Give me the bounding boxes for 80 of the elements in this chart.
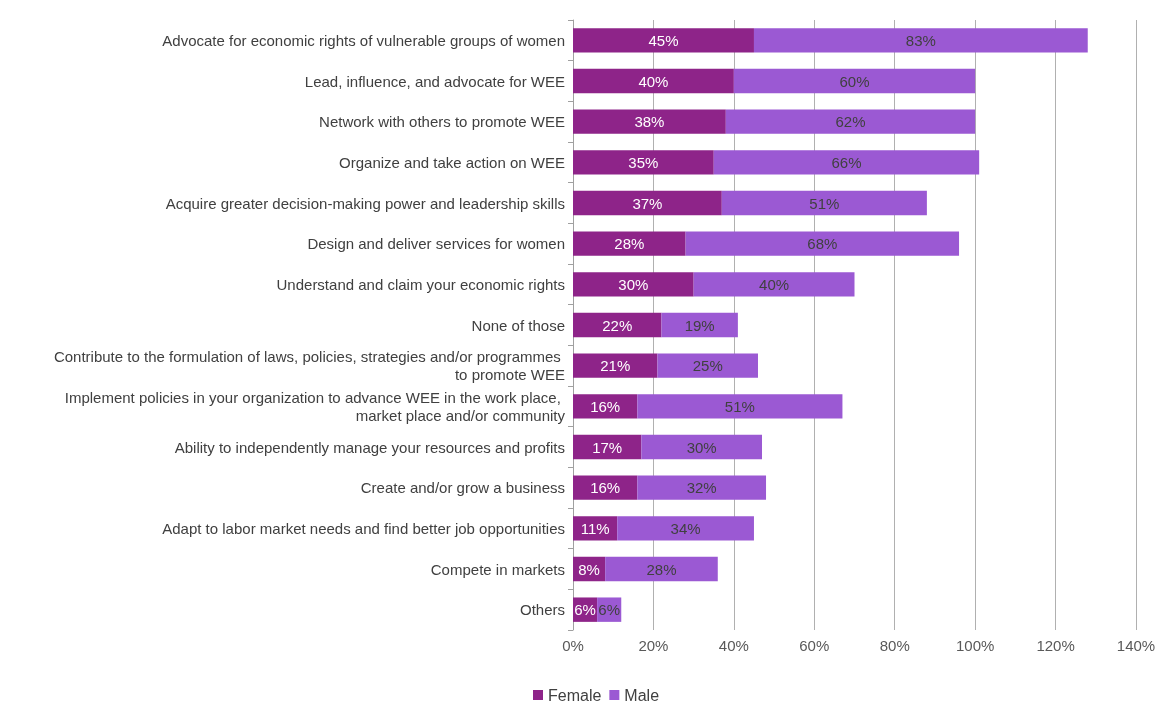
y-tick-label: Lead, influence, and advocate for WEE [304, 72, 565, 90]
bar [725, 109, 976, 134]
bar [753, 28, 1088, 53]
bar [573, 150, 714, 175]
bar [637, 475, 767, 500]
data-label: 28% [646, 560, 677, 578]
data-label: 11% [580, 519, 610, 537]
bar [733, 68, 976, 94]
data-label: 21% [600, 357, 631, 375]
bar [693, 272, 855, 297]
data-label: 16% [590, 397, 621, 415]
bar [661, 312, 738, 338]
x-tick-label: 60% [799, 637, 830, 654]
data-label: 83% [905, 31, 936, 49]
y-tick-label: Acquire greater decision-making power and leadership skills [165, 194, 565, 212]
data-label: 16% [590, 479, 621, 497]
bar [573, 272, 694, 297]
bar [573, 394, 638, 419]
y-tick-label: Understand and claim your economic rights [276, 275, 565, 293]
data-label: 45% [648, 31, 679, 49]
bar [573, 312, 662, 338]
data-label: 6% [574, 601, 596, 619]
legend-label: Female [548, 686, 602, 704]
y-tick-label: Others [519, 601, 565, 619]
data-label: 40% [759, 275, 790, 293]
bar [713, 150, 980, 175]
data-label: 60% [839, 72, 870, 90]
y-tick-label: Compete in markets [430, 560, 565, 578]
bar [573, 190, 722, 216]
y-tick-label: Create and/or grow a business [360, 479, 565, 497]
x-tick-label: 20% [638, 637, 669, 654]
x-tick-label: 80% [879, 637, 910, 654]
y-tick-label: Implement policies in your organization to advance WEE in the work place, market place and/or community [64, 388, 566, 424]
data-label: 40% [638, 72, 669, 90]
bar [573, 353, 658, 378]
y-tick-label: Ability to independently manage your resources and profits [174, 438, 565, 456]
data-label: 19% [684, 316, 715, 334]
y-tick-label: Network with others to promote WEE [319, 113, 565, 131]
y-tick-label: Adapt to labor market needs and find better job opportunities [162, 519, 565, 537]
y-tick-label: Advocate for economic rights of vulnerable groups of women [162, 31, 565, 49]
data-label: 22% [602, 316, 633, 334]
data-label: 38% [634, 113, 665, 131]
bar [573, 68, 734, 94]
data-label: 37% [632, 194, 663, 212]
y-tick-label: Design and deliver services for women [307, 235, 565, 253]
data-label: 6% [598, 601, 621, 619]
data-label: 28% [614, 235, 645, 253]
data-label: 25% [692, 357, 723, 375]
bar [637, 394, 843, 419]
bar [573, 475, 638, 500]
data-label: 30% [686, 438, 717, 456]
x-tick-label: 40% [718, 637, 749, 654]
data-label: 8% [578, 560, 600, 578]
data-label: 62% [835, 113, 866, 131]
x-tick-label: 120% [1036, 637, 1075, 654]
data-label: 35% [628, 153, 659, 171]
bar [657, 353, 758, 378]
bar [573, 109, 726, 134]
bar [617, 516, 754, 541]
data-label: 51% [809, 194, 840, 212]
y-tick-label: Contribute to the formulation of laws, policies, strategies and/or programmes to promote WEE [53, 348, 565, 384]
bar [641, 434, 763, 460]
data-label: 68% [807, 235, 838, 253]
bar [685, 231, 960, 256]
legend-label: Male [624, 686, 660, 704]
data-label: 32% [686, 479, 717, 497]
bar [721, 190, 927, 216]
x-tick-label: 0% [562, 637, 584, 654]
data-label: 17% [592, 438, 623, 456]
data-label: 51% [724, 397, 755, 415]
x-tick-label: 140% [1116, 637, 1156, 654]
bar [605, 556, 718, 582]
y-tick-label: None of those [471, 316, 565, 334]
x-tick-label: 100% [955, 637, 995, 654]
bar [573, 28, 754, 53]
y-tick-label: Organize and take action on WEE [339, 153, 565, 171]
data-label: 34% [670, 519, 701, 537]
data-label: 30% [618, 275, 649, 293]
data-label: 66% [831, 153, 862, 171]
bar [573, 231, 686, 256]
